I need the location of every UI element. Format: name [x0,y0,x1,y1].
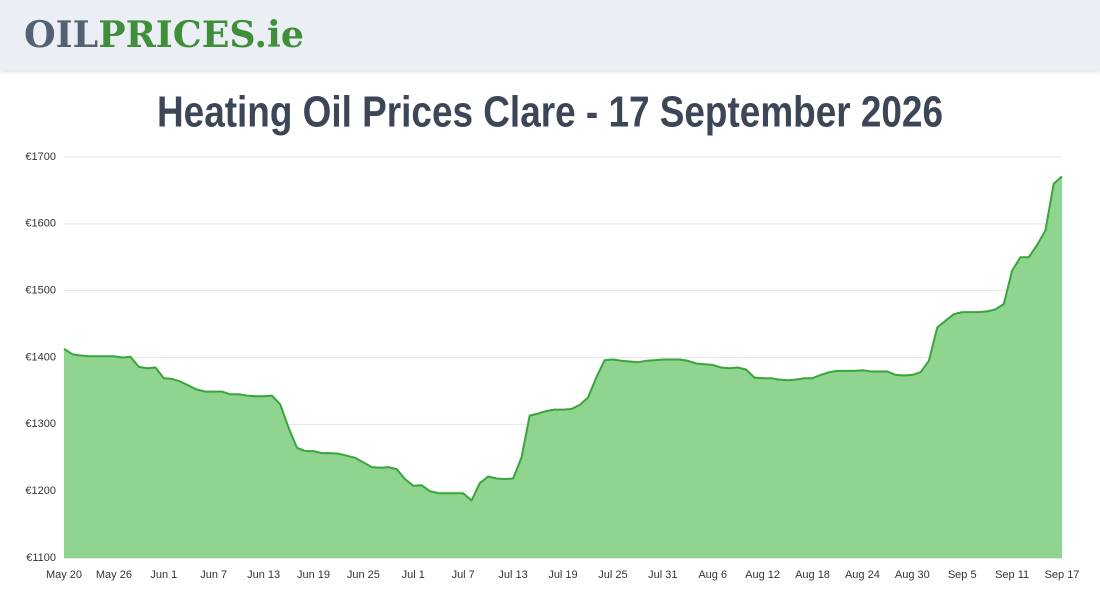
x-tick-label: Sep 11 [995,569,1029,581]
x-tick-label: Aug 24 [845,569,880,581]
x-tick-label: Jul 25 [598,569,627,581]
x-tick-label: Sep 5 [948,569,977,581]
x-tick-label: Jul 19 [548,569,577,581]
logo[interactable]: OILPRICES.ie [24,14,304,56]
y-tick-label: €1200 [25,485,56,497]
x-tick-label: Jun 7 [200,569,227,581]
y-tick-label: €1500 [25,285,56,297]
x-tick-label: Sep 17 [1045,569,1080,581]
x-tick-label: Jun 1 [150,569,177,581]
logo-part: OIL [24,14,98,56]
y-tick-label: €1700 [25,151,56,163]
x-tick-label: Jul 1 [402,569,425,581]
x-tick-label: Aug 12 [745,569,780,581]
y-tick-label: €1600 [25,218,56,230]
x-tick-label: Jun 13 [247,569,280,581]
x-tick-label: Jul 7 [452,569,475,581]
x-tick-label: Jul 13 [498,569,527,581]
x-tick-label: Aug 6 [698,569,727,581]
x-tick-label: Aug 30 [895,569,930,581]
y-tick-label: €1300 [25,418,56,430]
x-tick-label: Aug 18 [795,569,830,581]
x-tick-label: Jun 19 [297,569,330,581]
x-tick-label: May 20 [46,569,82,581]
y-tick-label: €1100 [26,552,56,564]
x-tick-label: Jun 25 [347,569,380,581]
header-bar [0,0,1100,70]
x-tick-label: Jul 31 [648,569,677,581]
x-tick-label: May 26 [96,569,132,581]
logo-part: PRICES.ie [98,14,304,56]
y-tick-label: €1400 [25,351,56,363]
line [63,175,1063,502]
area [64,176,1062,558]
chart-title: Heating Oil Prices Clare - 17 September … [157,88,943,137]
